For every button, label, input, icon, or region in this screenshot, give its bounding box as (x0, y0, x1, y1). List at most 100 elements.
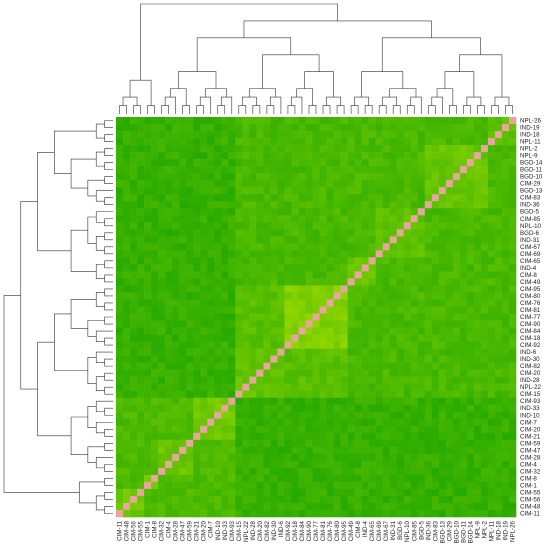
heatmap-cell (487, 264, 496, 272)
heatmap-cell (228, 173, 236, 181)
heatmap-cell (284, 166, 292, 174)
heatmap-cell (445, 152, 454, 160)
heatmap-cell (508, 341, 517, 349)
heatmap-cell (277, 250, 285, 258)
heatmap-cell (410, 488, 419, 497)
heatmap-cell (375, 124, 383, 132)
heatmap-cell (445, 285, 454, 293)
heatmap-cell (333, 145, 341, 153)
heatmap-cell (270, 138, 278, 146)
heatmap-cell (410, 292, 419, 300)
row-tick-label: CIM-76 (520, 300, 541, 307)
heatmap-cell (473, 166, 482, 174)
heatmap-cell (438, 334, 447, 342)
heatmap-cell (235, 411, 243, 420)
column-tick-label: IND-6 (278, 520, 285, 537)
heatmap-cell (221, 299, 229, 307)
heatmap-cell (424, 306, 433, 314)
heatmap-cell (242, 145, 250, 153)
heatmap-cell (256, 243, 264, 251)
heatmap-cell (228, 159, 236, 167)
heatmap-cell (494, 313, 503, 321)
heatmap-cell (284, 453, 292, 462)
heatmap-cell (172, 166, 180, 174)
heatmap-cell (270, 467, 278, 476)
heatmap-cell (158, 299, 166, 307)
heatmap-cell (284, 187, 292, 195)
heatmap-cell (214, 369, 222, 377)
heatmap-cell (312, 243, 320, 251)
heatmap-cell (361, 467, 369, 476)
heatmap-cell (249, 453, 257, 462)
heatmap-cell (179, 257, 187, 265)
heatmap-cell (375, 390, 383, 398)
heatmap-cell (130, 348, 138, 356)
heatmap-cell (340, 229, 348, 237)
heatmap-cell (487, 376, 496, 384)
heatmap-cell (494, 145, 503, 153)
heatmap-cell (270, 187, 278, 195)
heatmap-cell (375, 495, 383, 504)
heatmap-cell (508, 215, 517, 223)
heatmap-cell (312, 453, 320, 462)
heatmap-cell (179, 299, 187, 307)
heatmap-cell (256, 250, 264, 258)
heatmap-cell (382, 362, 390, 370)
heatmap-cell (326, 502, 334, 511)
heatmap-cell (123, 320, 131, 328)
heatmap-cell (494, 187, 503, 195)
heatmap-cell (137, 362, 145, 370)
heatmap-cell (501, 271, 510, 279)
heatmap-cell (144, 306, 152, 314)
heatmap-cell (123, 355, 131, 363)
heatmap-cell (333, 495, 341, 504)
heatmap-cell (487, 117, 496, 125)
heatmap-cell (165, 474, 173, 483)
heatmap-cell (466, 201, 475, 209)
heatmap-cell (480, 180, 489, 188)
heatmap-cell (494, 369, 503, 377)
heatmap-cell (256, 229, 264, 237)
heatmap-cell (165, 313, 173, 321)
heatmap-cell (375, 383, 383, 391)
heatmap-cell (207, 446, 215, 455)
heatmap-cell (214, 222, 222, 230)
heatmap-cell (221, 467, 229, 476)
heatmap-cell (151, 439, 159, 448)
heatmap-cell (186, 411, 194, 420)
heatmap-cell (459, 124, 468, 132)
heatmap-cell (487, 299, 496, 307)
heatmap-cell (186, 285, 194, 293)
heatmap-cell (158, 446, 166, 455)
heatmap-cell (319, 481, 327, 490)
heatmap-cell (494, 460, 503, 469)
heatmap-cell (340, 173, 348, 181)
heatmap-cell (291, 334, 299, 342)
heatmap-cell (263, 187, 271, 195)
heatmap-cell (466, 285, 475, 293)
heatmap-cell (445, 397, 454, 406)
heatmap-cell (382, 397, 390, 406)
heatmap-cell (417, 467, 426, 476)
heatmap-cell (459, 334, 468, 342)
heatmap-cell (235, 320, 243, 328)
heatmap-cell (452, 369, 461, 377)
heatmap-cell (165, 250, 173, 258)
row-dendrogram-branch (104, 120, 113, 128)
heatmap-cell (242, 187, 250, 195)
heatmap-cell (116, 446, 124, 455)
heatmap-cell (249, 257, 257, 265)
heatmap-cell (319, 369, 327, 377)
heatmap-cell (270, 222, 278, 230)
heatmap-cell (431, 327, 440, 335)
heatmap-cell (459, 439, 468, 448)
heatmap-cell (508, 446, 517, 455)
heatmap-cell (298, 446, 306, 455)
heatmap-cell (172, 292, 180, 300)
row-dendrogram-branch (95, 292, 105, 307)
heatmap-cell (270, 180, 278, 188)
heatmap-cell (228, 397, 236, 406)
heatmap-cell (207, 208, 215, 216)
column-dendrogram-branch (161, 105, 169, 114)
heatmap-cell (277, 502, 285, 511)
